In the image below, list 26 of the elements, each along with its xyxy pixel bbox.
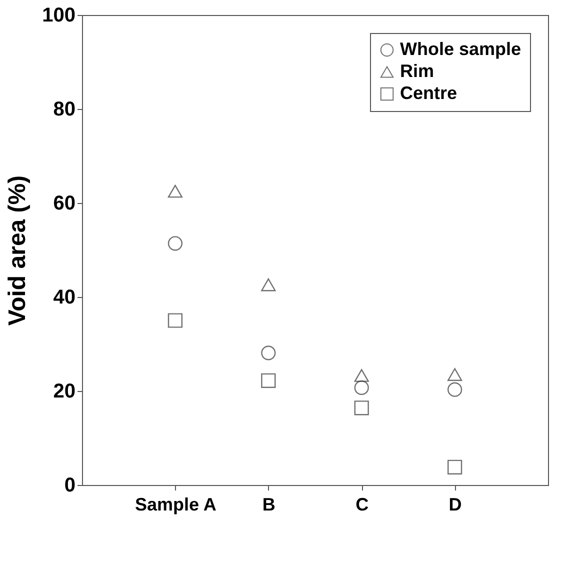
x-tick-label: Sample A: [135, 494, 216, 514]
point: [168, 313, 183, 328]
y-tick-label: 60: [53, 192, 76, 214]
y-tick-label: 0: [64, 474, 76, 496]
point: [168, 184, 183, 198]
point: [354, 400, 369, 416]
y-tick-label: 100: [42, 4, 76, 26]
point: [168, 236, 183, 251]
point: [261, 346, 276, 360]
point: [447, 382, 462, 397]
point: [447, 368, 462, 381]
point: [447, 460, 462, 474]
point: [261, 278, 276, 292]
x-tick-label: D: [448, 494, 462, 514]
point: [354, 380, 369, 396]
x-tick-label: C: [356, 494, 369, 514]
y-tick-label: 20: [53, 380, 76, 402]
x-tick-label: B: [262, 494, 276, 514]
point: [261, 373, 276, 388]
y-tick-label: 80: [53, 98, 76, 120]
y-tick-label: 40: [53, 286, 76, 308]
legend-label: Centre: [400, 83, 458, 103]
y-axis-title: Void area (%): [4, 175, 32, 326]
legend-label: Whole sample: [400, 39, 522, 59]
legend-label: Rim: [400, 61, 434, 81]
point: [354, 369, 369, 382]
